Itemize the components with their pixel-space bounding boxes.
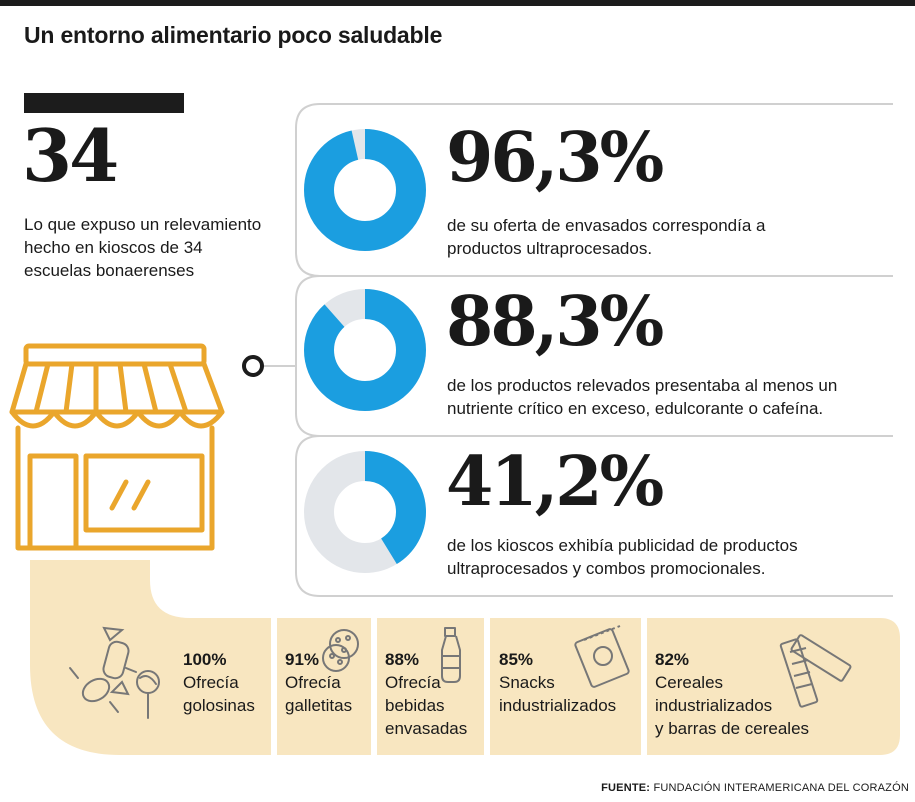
category-golosinas: 100% Ofrecía golosinas bbox=[183, 650, 255, 715]
source-credit: FUENTE: FUNDACIÓN INTERAMERICANA DEL COR… bbox=[601, 782, 909, 794]
category-snacks: 85% Snacks industrializados bbox=[499, 650, 617, 715]
candy-icon bbox=[69, 626, 160, 719]
donut-value-3 bbox=[304, 451, 426, 573]
stat-panel-outlines bbox=[295, 103, 893, 597]
stat-text-2: de los productos relevados presentaba al… bbox=[447, 376, 838, 418]
category-galletitas: 91% Ofrecía galletitas bbox=[285, 650, 353, 715]
store-icon bbox=[9, 343, 225, 551]
summary-number: 34 bbox=[22, 113, 119, 198]
bottle-icon bbox=[441, 627, 461, 683]
snack-bag-icon bbox=[574, 625, 630, 688]
cookie-icon bbox=[322, 629, 359, 672]
donut-layer bbox=[304, 129, 426, 573]
cereal-bar-icon bbox=[779, 634, 852, 708]
beige-band bbox=[30, 560, 900, 755]
stat-percent-1: 96,3% bbox=[446, 118, 664, 198]
top-rule bbox=[0, 0, 915, 6]
donut-value-2 bbox=[304, 289, 426, 411]
page-title: Un entorno alimentario poco saludable bbox=[24, 22, 443, 48]
category-cereales: 82% Cereales industrializados y barras d… bbox=[655, 650, 810, 738]
summary-description: Lo que expuso un relevamiento hecho en k… bbox=[24, 215, 262, 280]
stat-percent-2: 88,3% bbox=[446, 282, 664, 362]
category-bebidas: 88% Ofrecía bebidas envasadas bbox=[385, 650, 468, 738]
stat-text-3: de los kioscos exhibía publicidad de pro… bbox=[447, 536, 798, 578]
stat-percent-3: 41,2% bbox=[446, 442, 664, 522]
donut-value-1 bbox=[304, 129, 426, 251]
stat-text-1: de su oferta de envasados correspondía a… bbox=[447, 216, 766, 258]
connector-node bbox=[242, 355, 264, 377]
accent-bar bbox=[24, 93, 184, 113]
